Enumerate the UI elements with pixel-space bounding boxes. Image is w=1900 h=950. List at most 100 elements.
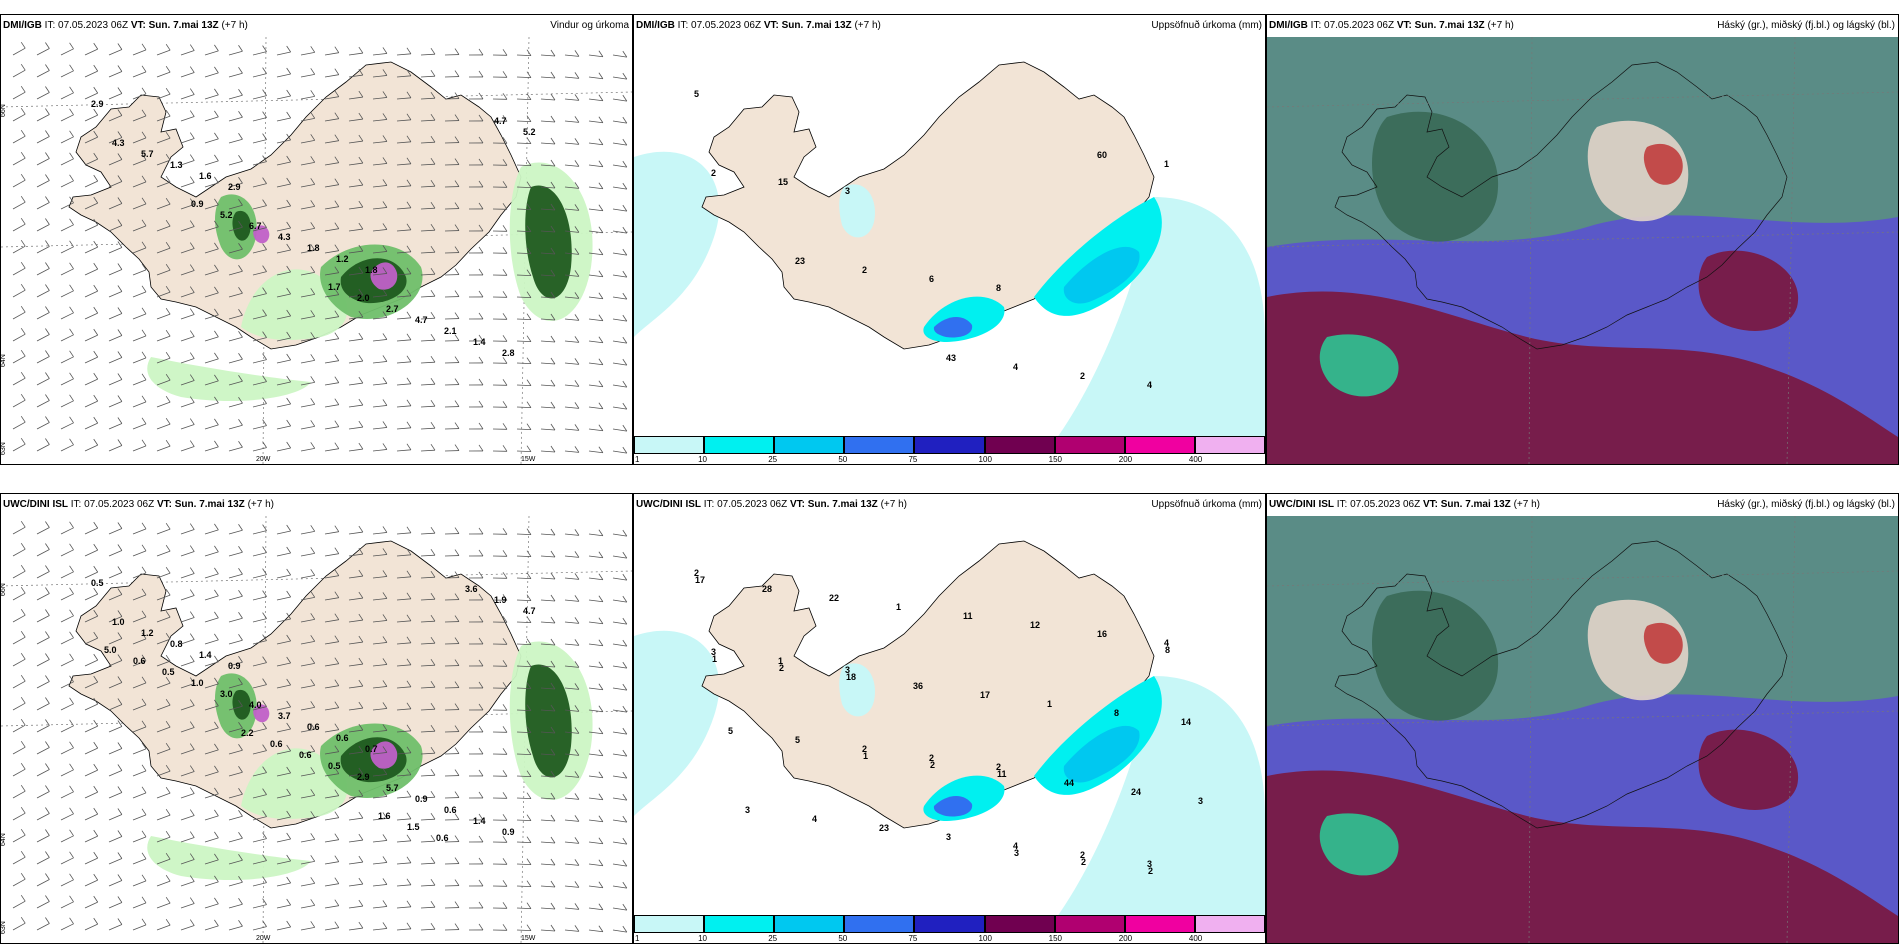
wind-barb-flag xyxy=(214,633,219,641)
wind-barb xyxy=(108,814,123,821)
wind-barb xyxy=(84,400,98,408)
wind-barb xyxy=(300,359,315,364)
wind-barb xyxy=(84,857,98,865)
wind-barb-flag xyxy=(262,524,267,531)
wind-barb xyxy=(612,907,627,911)
wind-barb-flag xyxy=(406,812,412,820)
wind-barb xyxy=(516,643,532,646)
wind-barb-flag xyxy=(45,42,50,49)
precip-value-label: 1.4 xyxy=(199,650,212,660)
wind-barb-flag xyxy=(454,813,460,820)
wind-barb xyxy=(252,271,267,276)
wind-barb-flag xyxy=(165,698,171,706)
wind-barb xyxy=(540,340,555,343)
wind-barb-flag xyxy=(165,417,171,425)
wind-barb-flag xyxy=(141,654,147,662)
wind-barb-flag xyxy=(406,592,412,600)
precip-value-label: 5.2 xyxy=(220,210,233,220)
precip-value-label: 0.7 xyxy=(365,744,378,754)
wind-barb xyxy=(516,907,532,910)
wind-barb xyxy=(228,94,243,100)
wind-barb xyxy=(324,927,339,931)
wind-barb xyxy=(252,618,267,623)
wind-barb-flag xyxy=(430,135,436,143)
wind-barb xyxy=(324,861,339,865)
valid-time-label: VT: xyxy=(763,20,779,31)
wind-barb-flag xyxy=(454,202,460,209)
wind-barb xyxy=(420,97,435,100)
wind-barb xyxy=(228,204,243,210)
wind-barb xyxy=(132,181,147,188)
wind-barb-flag xyxy=(382,900,388,907)
wind-barb-flag xyxy=(286,177,292,185)
wind-barb xyxy=(84,246,98,254)
wind-barb-flag xyxy=(358,222,364,230)
precip-value-label: 23 xyxy=(879,823,889,833)
wind-barb-flag xyxy=(622,380,628,388)
wind-barb-flag xyxy=(430,614,436,622)
wind-barb xyxy=(12,834,26,843)
wind-barb-flag xyxy=(286,920,292,928)
wind-barb xyxy=(228,925,243,931)
wind-barb xyxy=(300,381,315,386)
precip-value-label: 1 xyxy=(1047,699,1052,709)
wind-barb-flag xyxy=(454,136,460,143)
precip-value-label: 1.7 xyxy=(328,282,341,292)
wind-barb xyxy=(156,880,171,887)
wind-barb-flag xyxy=(598,705,604,712)
wind-barb-flag xyxy=(502,247,508,254)
wind-barb-flag xyxy=(141,808,147,816)
wind-barb xyxy=(588,120,603,124)
wind-barb-flag xyxy=(502,203,508,210)
wind-barb-flag xyxy=(406,834,412,842)
wind-barb xyxy=(588,775,603,779)
panel-header: DMI/IGB IT: 07.05.2023 06Z VT: Sun. 7.ma… xyxy=(1267,15,1898,37)
wind-barb-flag xyxy=(117,830,123,837)
wind-barb xyxy=(132,638,147,645)
wind-barb-flag xyxy=(20,718,26,726)
wind-barb xyxy=(348,184,363,188)
wind-barb xyxy=(156,726,171,733)
precip-value-label: 3 xyxy=(1147,859,1152,869)
wind-barb-flag xyxy=(406,443,412,451)
precip-value-label: 6.7 xyxy=(249,221,262,231)
wind-barb-flag xyxy=(334,222,340,229)
wind-barb xyxy=(588,274,603,278)
wind-barb-flag xyxy=(45,631,50,638)
wind-barb-flag xyxy=(286,441,292,449)
wind-barb xyxy=(108,93,123,100)
colorbar-swatch xyxy=(774,915,845,933)
graticule-line xyxy=(1267,91,1898,108)
precip-value-label: 0.9 xyxy=(415,794,428,804)
wind-barb xyxy=(540,797,555,800)
wind-barb xyxy=(348,272,363,276)
wind-barb-flag xyxy=(622,424,628,432)
wind-barb xyxy=(180,358,195,364)
wind-barb-flag xyxy=(406,113,412,121)
wind-barb xyxy=(348,927,363,931)
wind-barb-flag xyxy=(189,809,195,816)
wind-barb-flag xyxy=(478,725,484,733)
wind-barb-flag xyxy=(358,569,364,577)
wind-barb-flag xyxy=(117,373,123,380)
wind-barb-flag xyxy=(141,896,147,904)
wind-barb xyxy=(516,384,532,387)
wind-barb-flag xyxy=(286,788,292,796)
wind-barb xyxy=(612,252,627,256)
colorbar-tick-label: 150 xyxy=(1048,455,1063,464)
wind-barb-flag xyxy=(141,742,147,750)
wind-barb-flag xyxy=(454,703,460,710)
wind-barb-flag xyxy=(622,551,628,559)
wind-barb-flag xyxy=(93,86,99,94)
wind-barb-flag xyxy=(262,766,267,773)
colorbar: 1 10 25 50 75 100 150 200 400 xyxy=(634,436,1265,464)
wind-barb-flag xyxy=(286,309,292,317)
wind-barb xyxy=(36,879,50,887)
wind-barb-flag xyxy=(286,634,292,642)
wind-barb xyxy=(396,620,411,623)
wind-barb xyxy=(348,663,363,667)
precip-area xyxy=(525,185,572,299)
wind-barb xyxy=(60,923,74,931)
model-name: DMI/IGB xyxy=(3,20,42,31)
